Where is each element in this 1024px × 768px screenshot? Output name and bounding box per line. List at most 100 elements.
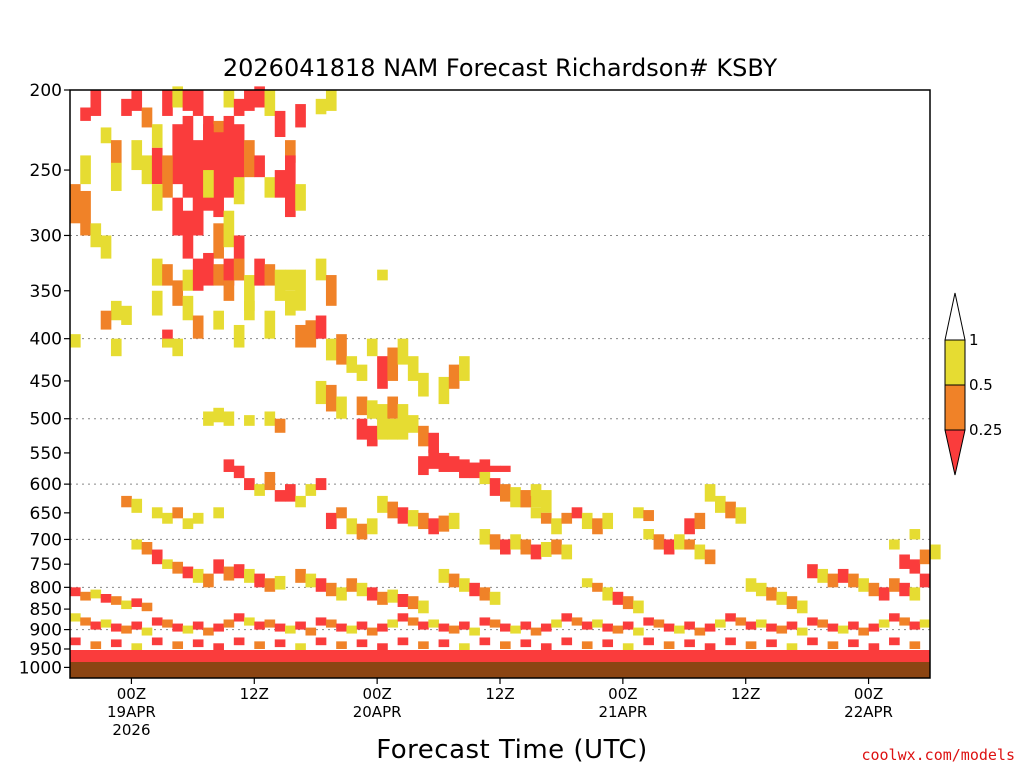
heatmap-cell <box>203 627 214 636</box>
heatmap-cell <box>909 559 921 574</box>
heatmap-cell <box>223 210 235 248</box>
heatmap-cell <box>827 573 839 588</box>
heatmap-cell <box>540 541 552 557</box>
chart-title: 2026041818 NAM Forecast Richardson# KSBY <box>223 54 778 82</box>
heatmap-cell <box>848 573 859 588</box>
heatmap-cell <box>653 534 665 550</box>
heatmap-cell <box>366 425 378 447</box>
heatmap-cell <box>848 621 859 630</box>
heatmap-cell <box>407 596 419 610</box>
heatmap-cell <box>418 512 429 530</box>
heatmap-cell <box>121 625 132 634</box>
heatmap-cell <box>551 619 562 628</box>
heatmap-cell <box>510 625 521 634</box>
heatmap-cell <box>459 643 470 651</box>
legend-swatch-red <box>944 429 966 476</box>
heatmap-cell <box>141 627 153 636</box>
heatmap-cell <box>172 561 184 574</box>
heatmap-cell <box>356 418 368 440</box>
heatmap-cell <box>796 600 808 614</box>
x-tick-label: 20APR <box>353 703 402 721</box>
heatmap-cell <box>182 210 194 259</box>
heatmap-cell <box>469 462 480 479</box>
heatmap-cell <box>459 578 470 592</box>
legend-label-0.5: 0.5 <box>969 376 993 394</box>
heatmap-cell <box>356 396 368 416</box>
heatmap-cell <box>192 568 204 583</box>
heatmap-cell <box>121 305 132 325</box>
heatmap-cell <box>674 625 685 634</box>
heatmap-cell <box>397 637 409 646</box>
legend-swatch-yellow <box>944 339 966 386</box>
heatmap-cell <box>766 639 777 648</box>
heatmap-cell <box>295 495 306 508</box>
heatmap-cell <box>889 539 900 550</box>
heatmap-cell <box>244 300 255 321</box>
heatmap-cell <box>70 613 81 622</box>
heatmap-cell <box>581 578 593 588</box>
y-tick-label: 250 <box>30 161 62 181</box>
heatmap-cell <box>684 639 695 648</box>
heatmap-cell <box>213 623 224 632</box>
heatmap-cell <box>336 641 347 649</box>
heatmap-cell <box>438 452 450 472</box>
heatmap-cell <box>418 425 429 447</box>
heatmap-cell <box>325 90 337 111</box>
heatmap-cell <box>285 269 296 291</box>
heatmap-cell <box>110 162 122 191</box>
heatmap-cell <box>244 617 255 626</box>
heatmap-cell <box>203 573 214 588</box>
heatmap-cell <box>336 587 347 601</box>
heatmap-cell <box>377 495 388 513</box>
y-tick-label: 850 <box>30 600 62 620</box>
heatmap-cell <box>100 235 112 259</box>
heatmap-cell <box>346 518 358 535</box>
heatmap-cell <box>223 115 235 198</box>
y-tick-label: 700 <box>30 530 62 550</box>
credit-link[interactable]: coolwx.com/models <box>861 746 1015 764</box>
heatmap-cell <box>500 465 511 472</box>
heatmap-cell <box>192 90 204 116</box>
heatmap-cell <box>151 637 163 646</box>
heatmap-cell <box>448 512 460 530</box>
heatmap-cell <box>80 155 91 185</box>
heatmap-cell <box>162 338 173 348</box>
y-tick-label: 750 <box>30 555 62 575</box>
heatmap-cell <box>459 621 470 630</box>
heatmap-cell <box>540 490 552 513</box>
heatmap-cell <box>540 512 552 524</box>
heatmap-cell <box>766 587 777 601</box>
heatmap-cell <box>530 507 542 519</box>
heatmap-cell <box>663 623 675 632</box>
heatmap-cell <box>295 184 306 211</box>
y-tick-label: 600 <box>30 475 62 495</box>
heatmap-cell <box>325 275 337 306</box>
heatmap-cell <box>110 140 122 171</box>
heatmap-cell <box>151 617 163 626</box>
heatmap-cell <box>244 140 255 178</box>
heatmap-cell <box>172 86 184 108</box>
heatmap-cell <box>428 619 439 628</box>
heatmap-cell <box>121 495 132 508</box>
heatmap-cell <box>244 415 255 426</box>
heatmap-cell <box>377 623 388 632</box>
heatmap-cell <box>561 613 573 622</box>
heatmap-cell <box>899 554 910 569</box>
y-tick-label: 500 <box>30 410 62 430</box>
heatmap-cell <box>663 539 675 555</box>
heatmap-cell <box>192 639 204 648</box>
heatmap-cell <box>182 566 194 579</box>
heatmap-cell <box>285 625 296 634</box>
heatmap-cell <box>397 404 409 426</box>
heatmap-cell <box>612 591 624 605</box>
heatmap-cell <box>674 534 685 550</box>
heatmap-cell <box>192 512 204 524</box>
heatmap-cell <box>397 338 409 365</box>
heatmap-cell <box>807 617 818 626</box>
heatmap-cell <box>315 578 327 592</box>
heatmap-cell <box>192 140 204 224</box>
heatmap-cell <box>80 591 91 601</box>
heatmap-cell <box>827 641 839 649</box>
heatmap-cell <box>540 623 552 632</box>
heatmap-cell <box>592 518 603 535</box>
